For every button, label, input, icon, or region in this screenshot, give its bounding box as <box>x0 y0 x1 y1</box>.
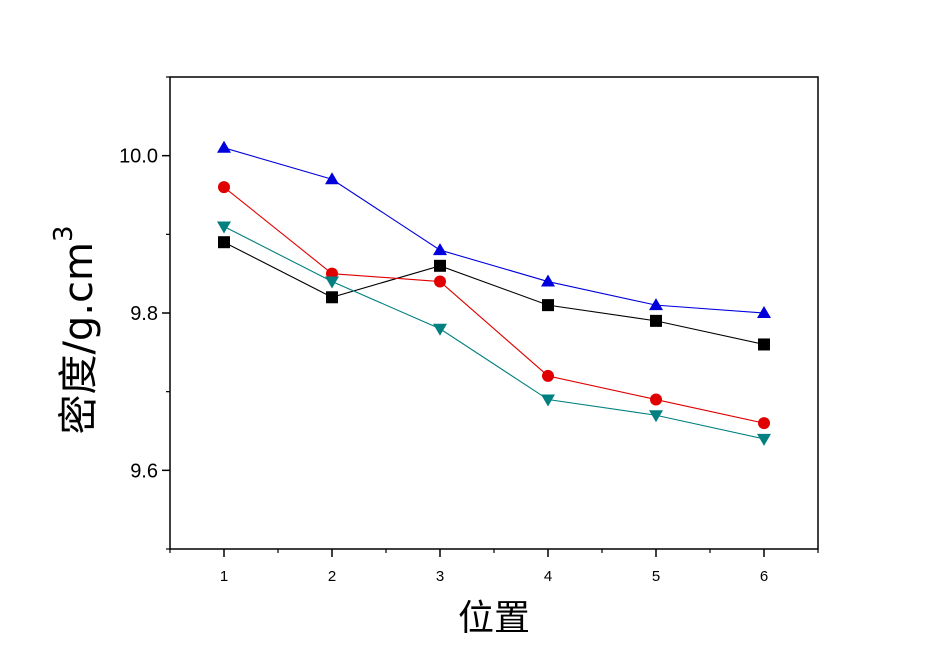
plot-frame <box>169 76 819 550</box>
y-tick-label: 10.0 <box>119 146 158 168</box>
data-point-circle <box>434 275 446 288</box>
data-point-square <box>542 299 554 312</box>
y-axis-title-main: 密度/g.cm <box>56 242 102 435</box>
data-point-triangle-up <box>217 140 231 153</box>
y-tick-label: 9.8 <box>130 303 158 325</box>
data-point-circle <box>542 369 554 382</box>
series-line-4 <box>223 225 765 440</box>
series-layer <box>223 147 765 440</box>
data-point-square <box>326 291 338 304</box>
data-point-triangle-down <box>325 276 339 289</box>
x-tick-label: 2 <box>328 568 336 585</box>
data-point-triangle-up <box>649 298 663 311</box>
y-tick-label: 9.6 <box>130 460 158 482</box>
data-point-circle <box>650 393 662 406</box>
data-point-square <box>758 338 770 351</box>
y-axis-title: 密度/g.cm3 <box>49 225 102 434</box>
x-axis-title: 位置 <box>458 598 530 639</box>
labels-layer: 1 2 3 4 5 6 9.6 9.8 10.0 <box>119 146 768 585</box>
data-point-triangle-up <box>757 306 771 318</box>
y-axis-title-superscript: 3 <box>49 225 79 242</box>
x-tick-label: 1 <box>220 568 228 585</box>
svg-text:密度/g.cm3: 密度/g.cm3 <box>49 225 102 434</box>
data-point-triangle-up <box>325 172 339 185</box>
markers-layer <box>217 140 771 446</box>
x-tick-label: 6 <box>760 568 768 585</box>
data-point-triangle-down <box>649 410 663 423</box>
data-point-triangle-down <box>433 323 447 336</box>
data-point-triangle-up <box>433 243 447 256</box>
series-line-2 <box>223 186 765 424</box>
data-point-square <box>218 236 230 249</box>
ticks-layer <box>162 76 819 557</box>
x-tick-label: 5 <box>652 568 660 585</box>
data-point-circle <box>758 417 770 430</box>
series-line-1 <box>223 241 765 346</box>
data-point-triangle-up <box>541 274 555 287</box>
series-line-3 <box>223 147 765 314</box>
data-point-triangle-down <box>541 394 555 407</box>
data-point-triangle-down <box>757 433 771 446</box>
data-point-triangle-down <box>217 221 231 234</box>
data-point-square <box>434 259 446 272</box>
data-point-square <box>650 314 662 327</box>
data-point-circle <box>218 181 230 194</box>
x-tick-label: 4 <box>544 568 552 585</box>
x-tick-label: 3 <box>436 568 444 585</box>
